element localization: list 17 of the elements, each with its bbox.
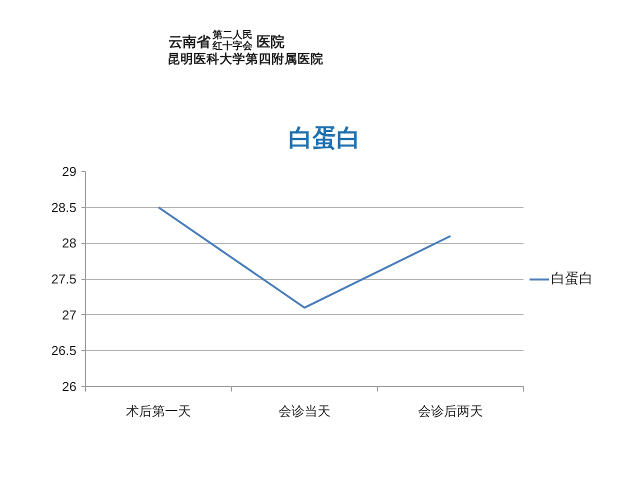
chart-title: 白蛋白 <box>288 123 360 152</box>
y-tick-label: 27.5 <box>51 272 77 286</box>
text: 第二人民 <box>212 29 252 41</box>
text: 云南省 <box>168 34 212 50</box>
y-tick-label: 26 <box>62 379 77 394</box>
y-tick-label: 28.5 <box>51 200 77 215</box>
x-tick-label: 术后第一天 <box>126 404 191 420</box>
y-tick-label: 26.5 <box>51 343 77 358</box>
x-tick-label: 会诊后两天 <box>418 404 483 420</box>
text: 医院 <box>256 34 284 50</box>
y-tick-label: 29 <box>62 164 77 179</box>
y-tick-label: 28 <box>62 236 77 251</box>
text: 昆明医科大学第四附属医院 <box>168 51 324 66</box>
x-tick-label: 会诊当天 <box>278 404 330 420</box>
text: 红十字会 <box>212 40 254 52</box>
legend-label: 白蛋白 <box>551 270 593 288</box>
y-tick-label: 27 <box>62 307 77 322</box>
